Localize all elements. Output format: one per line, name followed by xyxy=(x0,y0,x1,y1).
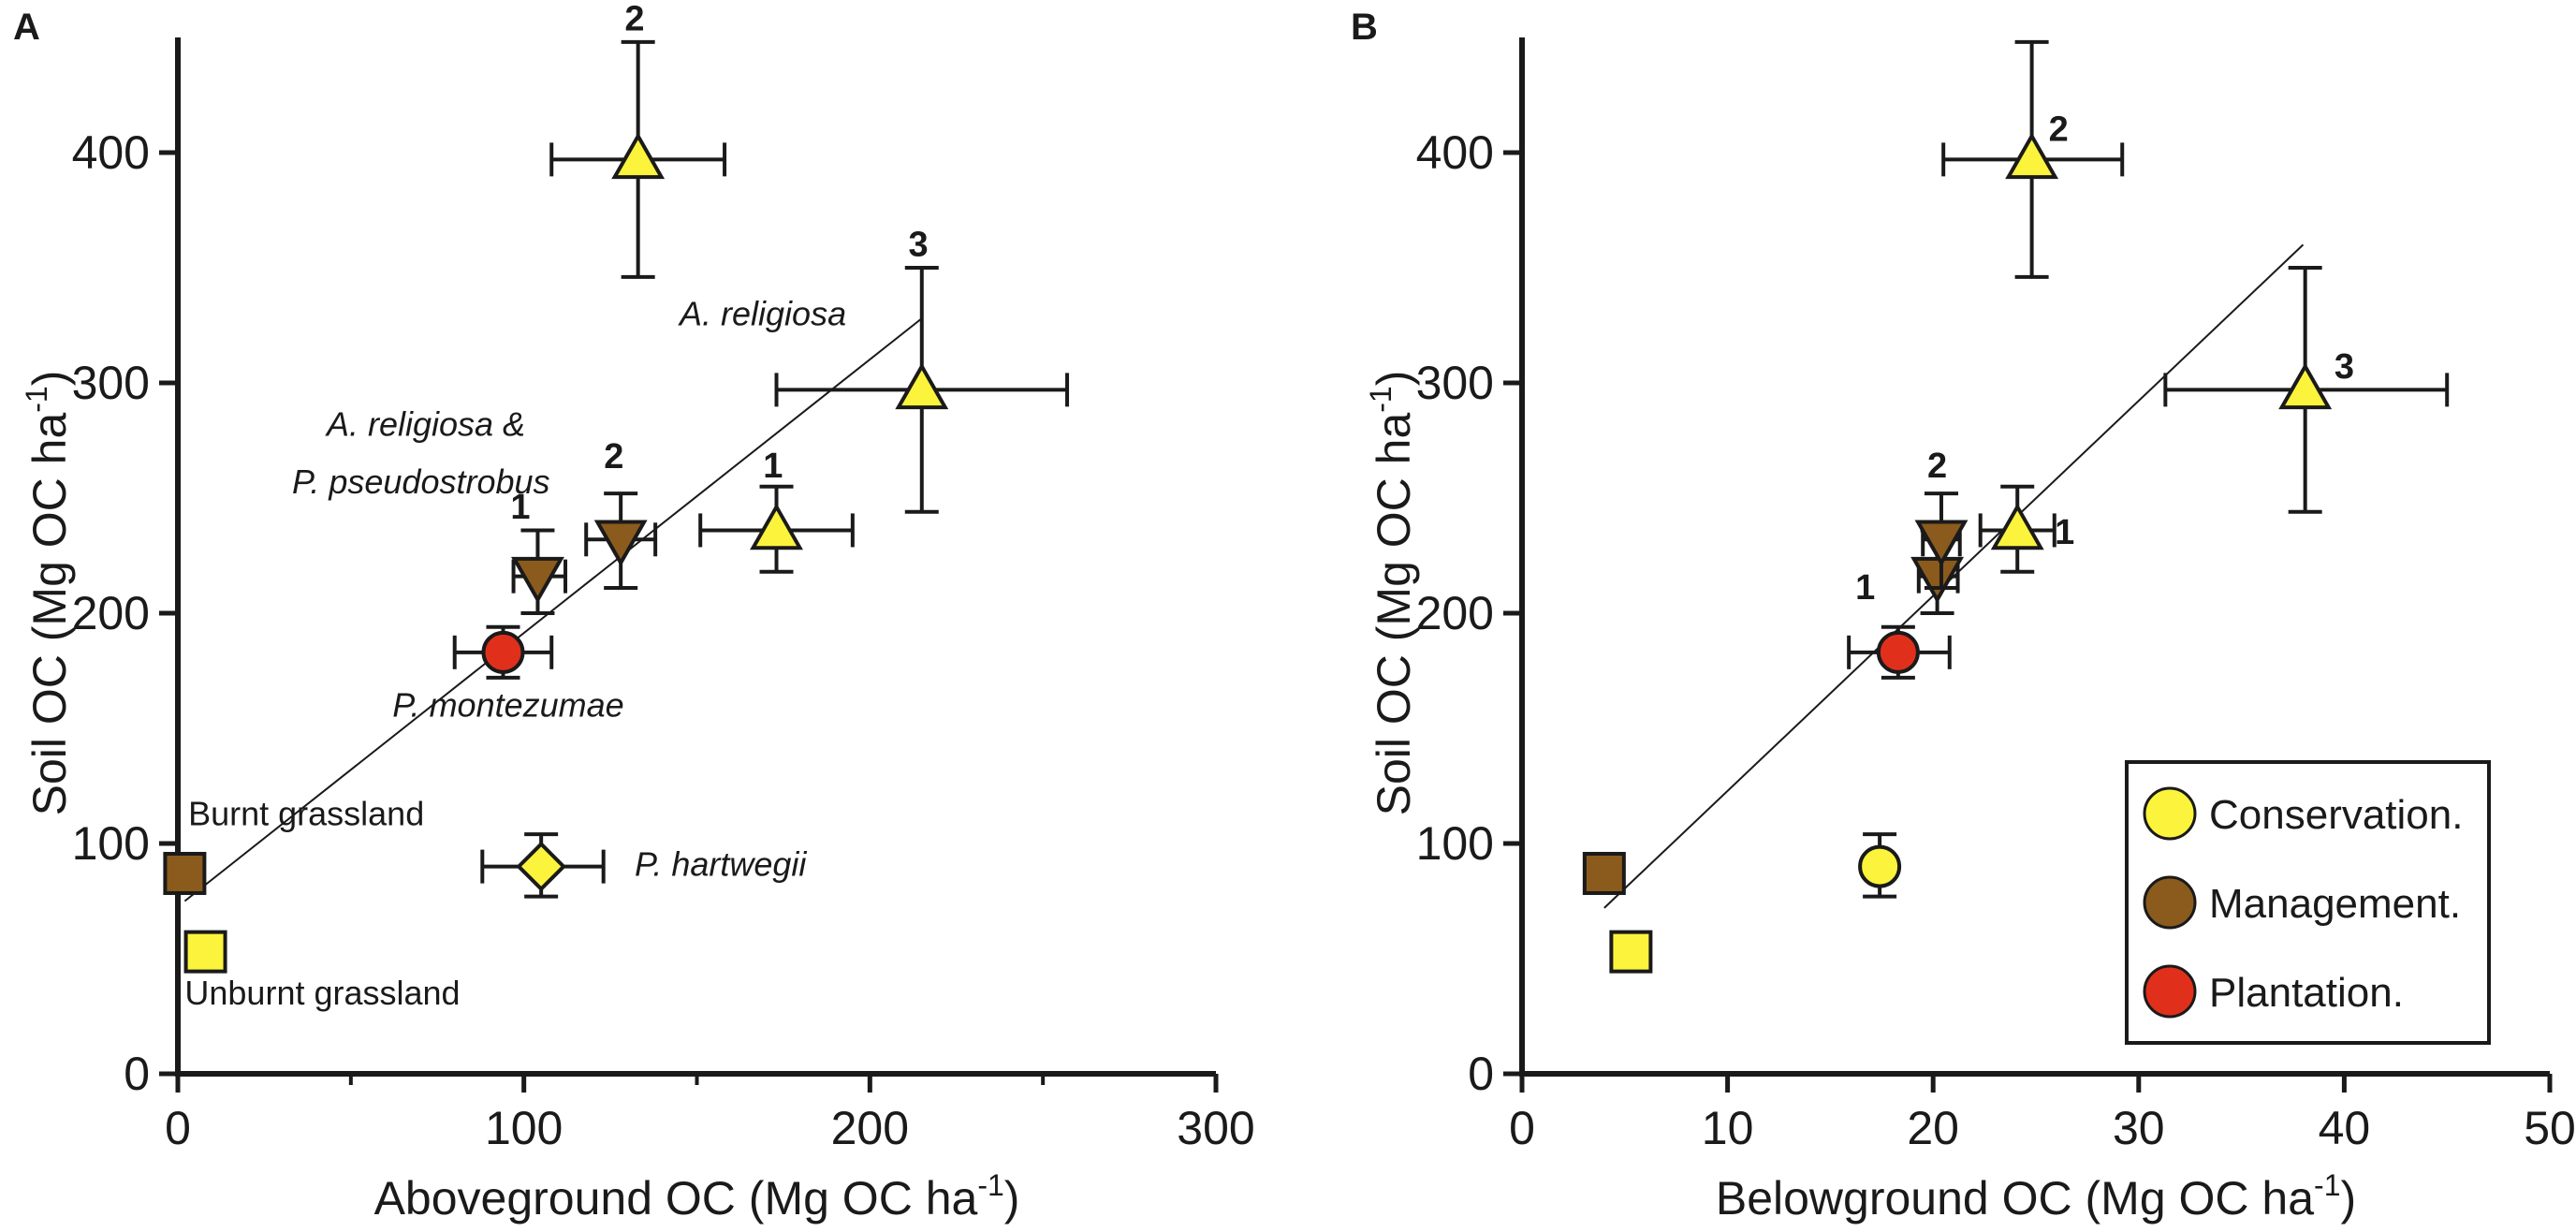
panel-b-annotation-num-mixed-1: 1 xyxy=(1855,568,1875,608)
panel-b-point-religiosa-2 xyxy=(1941,39,2125,279)
panel-b-point-p-montezumae xyxy=(1847,624,1952,680)
marker-triangle-up xyxy=(2005,132,2059,180)
panel-b-point-religiosa-1 xyxy=(1978,484,2056,574)
marker-triangle-up xyxy=(611,132,666,180)
marker-triangle-up xyxy=(2278,362,2333,410)
panel-b-point-religiosa-3 xyxy=(2163,266,2450,514)
panel-a-x-tick-label: 0 xyxy=(165,1102,191,1154)
panel-a-point-religiosa-3 xyxy=(774,266,1070,514)
panel-b-y-axis-title: Soil OC (Mg OC ha-1) xyxy=(1364,371,1420,816)
marker-square xyxy=(163,851,207,895)
marker-triangle-down xyxy=(593,520,648,567)
panel-b-x-tick-label: 40 xyxy=(2319,1102,2371,1154)
panel-a-point-religiosa-2 xyxy=(549,39,727,279)
panel-a-annotation-label-hartwegii: P. hartwegii xyxy=(635,844,807,883)
panel-a-point-p-hartwegii xyxy=(480,832,606,899)
panel-b-y-tick-label: 0 xyxy=(1468,1048,1494,1100)
panel-a-regression-line xyxy=(183,317,923,902)
panel-a-point-mixed-1 xyxy=(511,528,568,615)
marker-triangle-down xyxy=(1910,556,1965,604)
panel-b-point-mixed-2 xyxy=(1914,491,1969,590)
panel-a-y-tick-label: 200 xyxy=(72,587,150,639)
marker-square xyxy=(183,930,227,974)
panel-a-point-unburnt-grassland xyxy=(183,930,227,974)
marker-triangle-up xyxy=(1990,503,2044,550)
panel-a-x-tick-label: 200 xyxy=(831,1102,909,1154)
marker-square xyxy=(1609,930,1653,974)
marker-circle xyxy=(1858,844,1902,888)
panel-a-point-p-montezumae xyxy=(452,624,554,680)
panel-a-annotation-label-burnt: Burnt grassland xyxy=(188,794,424,832)
legend-label-plantation: Plantation. xyxy=(2209,970,2404,1016)
panel-a-y-tick-label: 400 xyxy=(72,126,150,179)
marker-diamond xyxy=(516,841,566,892)
panel-a-y-tick-label: 100 xyxy=(72,817,150,870)
panel-a: A 0 100 200 300 400 0 100 200 300 Aboveground OC (… xyxy=(13,0,1255,1225)
marker-circle xyxy=(481,630,525,674)
legend-entry-management: Management. xyxy=(2143,875,2461,930)
panel-b-point-burnt-grassland xyxy=(1582,851,1626,895)
panel-b: B 0 100 200 300 400 0 10 20 30 40 50 Belowground OC … xyxy=(1351,7,2576,1225)
panel-b-y-tick-label: 100 xyxy=(1416,817,1494,870)
marker-triangle-up xyxy=(895,362,949,410)
panel-b-annotation-num-mixed-2: 2 xyxy=(1927,447,1947,486)
panel-b-x-tick-label: 10 xyxy=(1702,1102,1754,1154)
panel-b-point-p-hartwegii xyxy=(1858,832,1902,899)
panel-b-x-axis-title: Belowground OC (Mg OC ha-1) xyxy=(1716,1168,2356,1225)
panel-a-x-tick-label: 300 xyxy=(1177,1102,1254,1154)
panel-a-annotation-label-religiosa: A. religiosa xyxy=(678,295,846,333)
marker-triangle-down xyxy=(511,556,564,604)
legend-label-conservation: Conservation. xyxy=(2209,792,2463,838)
panel-a-y-axis-title: Soil OC (Mg OC ha-1) xyxy=(20,371,76,816)
panel-b-x-tick-label: 20 xyxy=(1907,1102,1959,1154)
legend-label-management: Management. xyxy=(2209,881,2461,927)
panel-a-annotation-label-unburnt: Unburnt grassland xyxy=(184,974,460,1012)
panel-a-point-burnt-grassland xyxy=(163,851,207,895)
panel-b-annotation-num-religiosa-3: 3 xyxy=(2334,347,2354,387)
legend-entry-plantation: Plantation. xyxy=(2143,964,2404,1019)
legend-swatch-conservation xyxy=(2143,786,2197,841)
panel-a-annotation-label-montezumae: P. montezumae xyxy=(392,686,623,725)
legend-swatch-plantation xyxy=(2143,964,2197,1019)
panel-b-x-tick-label: 30 xyxy=(2113,1102,2165,1154)
panel-b-x-tick-label: 50 xyxy=(2524,1102,2576,1154)
panel-b-y-tick-label: 400 xyxy=(1416,126,1494,179)
panel-a-annotation-num-mixed-1: 1 xyxy=(510,488,530,527)
panel-a-point-religiosa-1 xyxy=(698,484,855,574)
legend-entry-conservation: Conservation. xyxy=(2143,786,2463,841)
marker-circle xyxy=(1876,630,1920,674)
panel-a-annotation-label-mixed-b: P. pseudostrobus xyxy=(292,462,550,501)
panel-a-annotation-num-religiosa-1: 1 xyxy=(763,447,783,486)
legend-swatch-management xyxy=(2143,875,2197,930)
panel-a-annotation-num-religiosa-2: 2 xyxy=(624,0,644,39)
marker-triangle-down xyxy=(1914,520,1969,567)
panel-b-legend: Conservation. Management. Plantation. xyxy=(2125,760,2491,1045)
panel-a-point-mixed-2 xyxy=(584,491,658,590)
panel-a-y-tick-label: 0 xyxy=(124,1048,150,1100)
panel-a-x-axis-title: Aboveground OC (Mg OC ha-1) xyxy=(374,1168,1020,1225)
panel-a-y-tick-label: 300 xyxy=(72,357,150,409)
panel-a-letter: A xyxy=(13,7,40,48)
panel-a-annotation-num-religiosa-3: 3 xyxy=(909,226,929,265)
panel-b-y-tick-label: 300 xyxy=(1416,357,1494,409)
panel-a-x-tick-label: 100 xyxy=(485,1102,563,1154)
panel-b-letter: B xyxy=(1351,7,1378,48)
panel-a-annotation-label-mixed-a: A. religiosa & xyxy=(325,405,525,444)
panel-b-point-unburnt-grassland xyxy=(1609,930,1653,974)
panel-b-annotation-num-religiosa-2: 2 xyxy=(2049,110,2069,150)
panel-a-annotation-num-mixed-2: 2 xyxy=(604,437,623,477)
panel-b-y-tick-label: 200 xyxy=(1416,587,1494,639)
panel-b-x-tick-label: 0 xyxy=(1509,1102,1535,1154)
panel-b-annotation-num-religiosa-1: 1 xyxy=(2055,513,2074,552)
marker-triangle-up xyxy=(750,503,803,550)
marker-square xyxy=(1582,851,1626,895)
